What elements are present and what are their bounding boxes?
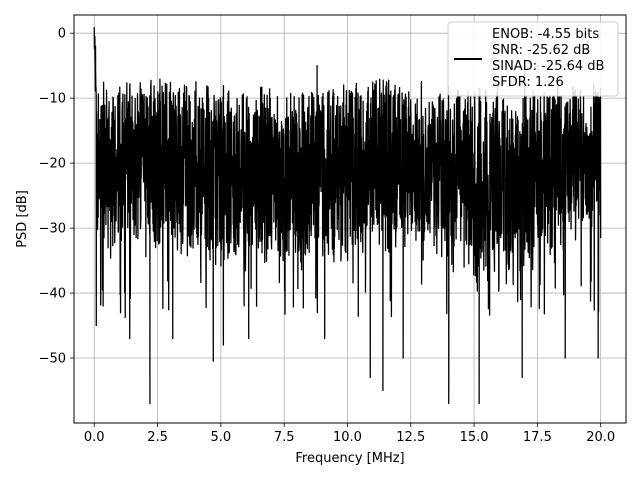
x-tick-label: 10.0: [333, 430, 362, 445]
x-tick-label: 15.0: [460, 430, 489, 445]
legend-entry-sfdr: SFDR: 1.26: [492, 75, 564, 90]
y-tick-label: −40: [39, 287, 66, 302]
x-tick-label: 17.5: [523, 430, 552, 445]
y-axis-label: PSD [dB]: [15, 190, 30, 248]
y-tick-label: −30: [39, 222, 66, 237]
x-tick-label: 5.0: [211, 430, 232, 445]
plot-frame: [73, 14, 627, 424]
legend: ENOB: -4.55 bits SNR: -25.62 dB SINAD: -…: [447, 21, 619, 97]
y-tick-label: −10: [39, 92, 66, 107]
y-axis: 0 −10 −20 −30 −40 −50: [39, 27, 74, 367]
x-tick-label: 20.0: [586, 430, 615, 445]
legend-box: [447, 21, 619, 97]
y-tick-label: 0: [58, 27, 66, 42]
legend-entry-snr: SNR: -25.62 dB: [492, 43, 590, 58]
x-tick-label: 7.5: [274, 430, 295, 445]
x-tick-label: 2.5: [147, 430, 168, 445]
y-tick-label: −20: [39, 157, 66, 172]
legend-entry-enob: ENOB: -4.55 bits: [492, 27, 599, 42]
legend-entry-sinad: SINAD: -25.64 dB: [492, 59, 604, 74]
x-tick-label: 12.5: [396, 430, 425, 445]
psd-series-line: [93, 27, 602, 405]
x-tick-label: 0.0: [84, 430, 105, 445]
x-axis: 0.0 2.5 5.0 7.5 10.0 12.5 15.0 17.5 20.0: [84, 423, 615, 445]
series-layer: [93, 27, 602, 405]
x-axis-label: Frequency [MHz]: [295, 451, 404, 466]
y-tick-label: −50: [39, 352, 66, 367]
